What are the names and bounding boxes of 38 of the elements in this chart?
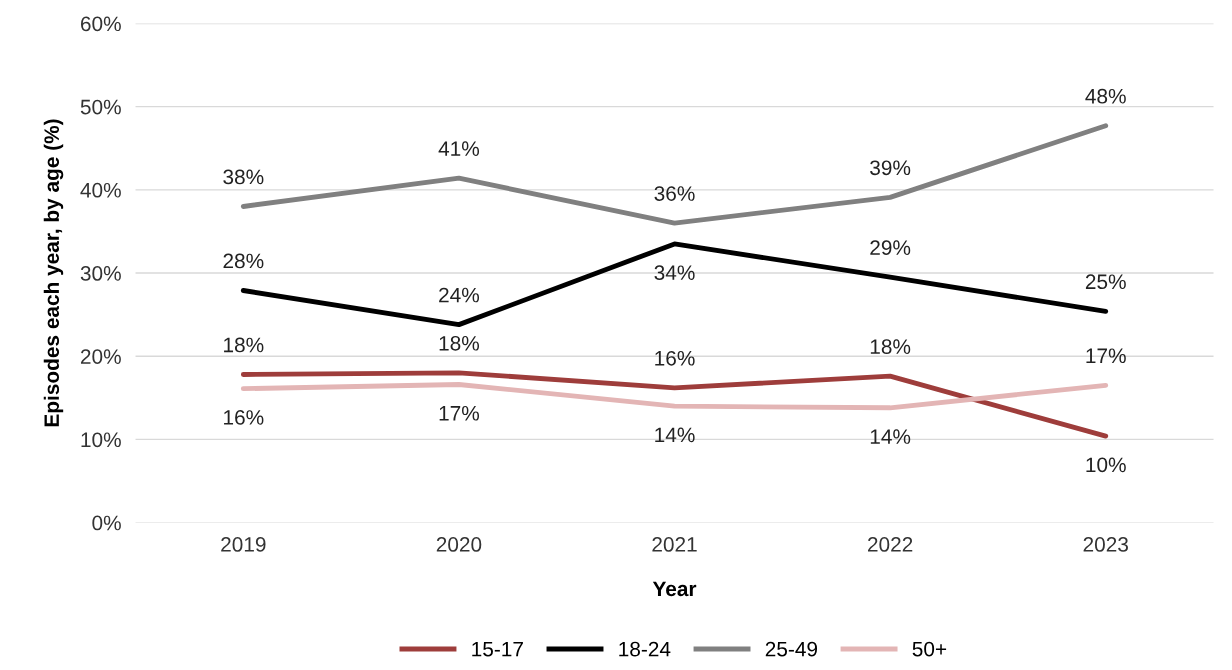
legend-label: 15-17: [472, 641, 523, 657]
legend-label: 25-49: [765, 641, 818, 657]
x-tick-label: 2020: [436, 537, 482, 552]
y-tick-label: 30%: [80, 266, 121, 281]
data-label: 17%: [439, 405, 480, 421]
data-label: 34%: [654, 265, 695, 281]
y-tick-label: 40%: [80, 182, 121, 198]
data-label: 16%: [224, 410, 264, 425]
data-label: 41%: [438, 141, 480, 156]
y-tick-label: 50%: [80, 99, 121, 115]
data-label: 25%: [1085, 274, 1126, 290]
data-label: 18%: [224, 337, 264, 353]
y-axis-title: Episodes each year, by age (%): [43, 119, 64, 427]
data-label: 17%: [1086, 348, 1126, 364]
x-tick-label: 2022: [868, 537, 913, 552]
data-label: 18%: [439, 335, 480, 351]
data-label: 48%: [1085, 88, 1126, 104]
legend-label: 18-24: [619, 641, 671, 657]
x-tick-label: 2021: [652, 537, 697, 552]
data-label: 29%: [870, 240, 911, 255]
data-label: 38%: [223, 169, 264, 185]
data-label: 36%: [654, 186, 695, 201]
data-label: 14%: [870, 429, 911, 444]
y-tick-label: 10%: [81, 432, 121, 448]
y-tick-label: 60%: [80, 16, 121, 32]
data-label: 16%: [655, 350, 695, 366]
legend-label: 50+: [912, 641, 947, 657]
data-label: 10%: [1086, 457, 1126, 473]
x-tick-label: 2023: [1083, 537, 1128, 552]
data-label: 28%: [223, 253, 264, 269]
x-tick-label: 2019: [221, 537, 266, 552]
y-tick-label: 20%: [80, 349, 121, 364]
data-label: 14%: [655, 427, 695, 443]
data-label: 18%: [870, 339, 911, 354]
data-label: 39%: [870, 160, 911, 176]
data-label: 24%: [439, 287, 480, 303]
y-tick-label: 0%: [92, 515, 121, 531]
x-axis-title: Year: [652, 581, 697, 597]
